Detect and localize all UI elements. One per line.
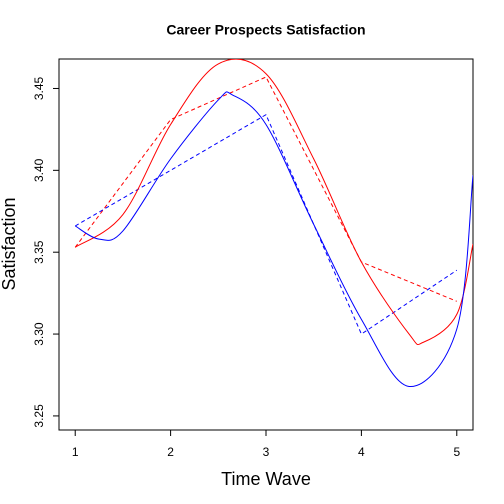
x-tick-label: 3 [263,445,270,459]
smooth-line [74,59,473,346]
x-tick-label: 2 [167,445,174,459]
plot-area [74,59,473,387]
y-tick-label: 3.40 [32,158,46,182]
x-tick-label: 1 [72,445,79,459]
chart-title: Career Prospects Satisfaction [166,22,365,38]
y-tick-label: 3.35 [32,240,46,264]
x-tick-label: 4 [358,445,365,459]
dashed-line [74,76,457,302]
smooth-line [74,91,473,387]
y-tick-label: 3.25 [32,404,46,428]
y-tick-label: 3.30 [32,322,46,346]
x-axis-label: Time Wave [221,469,311,489]
y-axis-label: Satisfaction [0,197,19,290]
x-tick-label: 5 [453,445,460,459]
y-tick-label: 3.45 [32,76,46,100]
